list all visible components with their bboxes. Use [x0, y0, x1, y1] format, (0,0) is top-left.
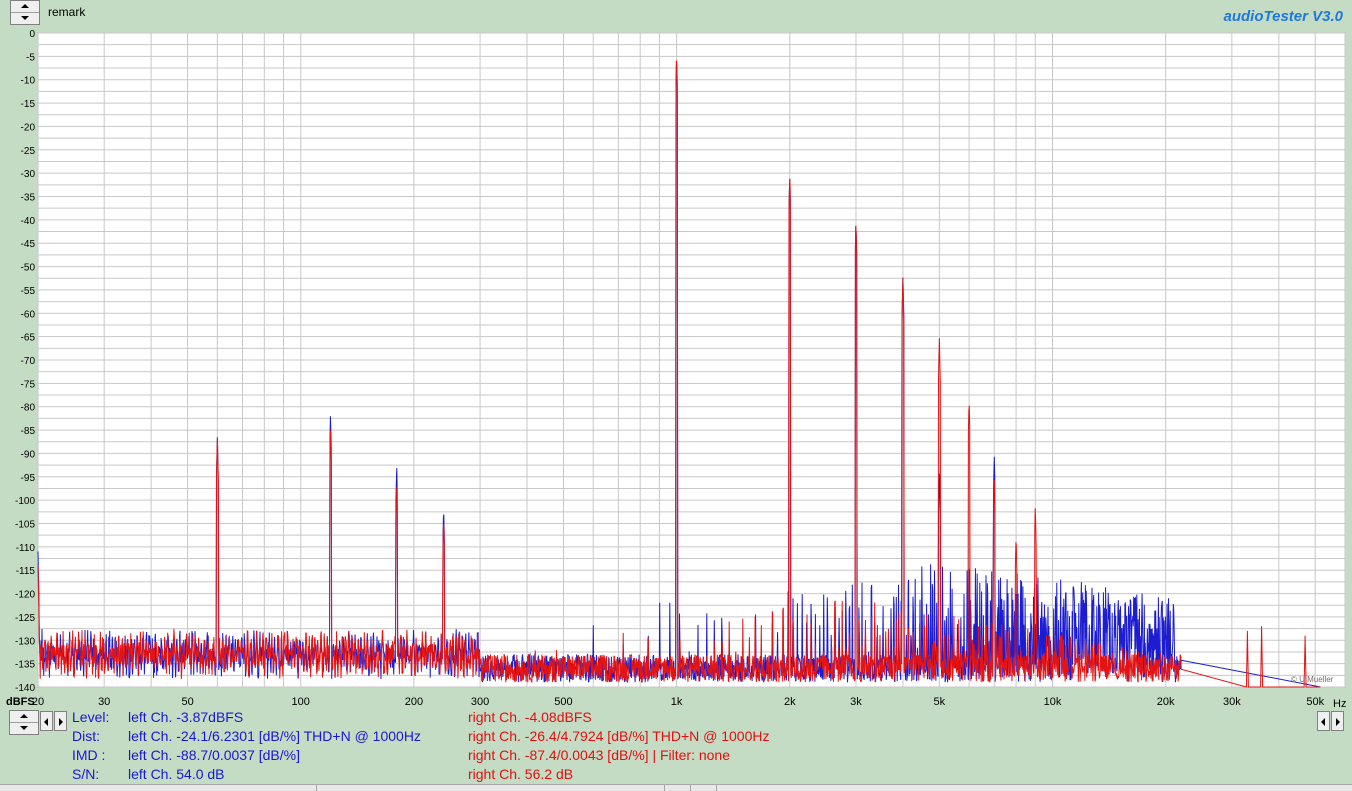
bottom-status-strip — [0, 784, 1352, 791]
divider — [664, 785, 665, 791]
y-range-down-button[interactable] — [10, 723, 38, 734]
x-tick-label: 2k — [784, 696, 796, 708]
arrow-down-icon — [20, 726, 28, 730]
right-dist-value: right Ch. -26.4/4.7924 [dB/%] THD+N @ 10… — [468, 728, 770, 744]
y-tick-label: -25 — [21, 146, 36, 157]
x-scroll-left-button[interactable] — [1317, 711, 1330, 731]
app-brand-title: audioTester V3.0 — [1223, 8, 1344, 25]
y-tick-label: 0 — [29, 29, 35, 40]
arrow-left-icon — [44, 718, 48, 726]
imd-label: IMD : — [72, 747, 106, 763]
x-tick-label: 3k — [850, 696, 862, 708]
stepper-up-button[interactable] — [11, 1, 39, 13]
y-tick-label: -130 — [15, 636, 35, 647]
y-tick-label: -80 — [21, 403, 36, 414]
dist-label: Dist: — [72, 728, 100, 744]
left-imd-value: left Ch. -88.7/0.0037 [dB/%] — [128, 747, 300, 763]
y-tick-label: -90 — [21, 449, 36, 460]
x-tick-label: 300 — [471, 696, 489, 708]
y-tick-label: -55 — [21, 286, 36, 297]
x-tick-label: 30k — [1223, 696, 1241, 708]
x-tick-label: 1k — [671, 696, 683, 708]
y-tick-label: -5 — [26, 52, 35, 63]
y-tick-label: -60 — [21, 309, 36, 320]
y-tick-label: -140 — [15, 683, 35, 694]
y-range-stepper[interactable] — [9, 710, 39, 735]
left-snr-value: left Ch. 54.0 dB — [128, 766, 225, 782]
divider — [690, 785, 691, 791]
snr-label: S/N: — [72, 766, 100, 782]
left-level-value: left Ch. -3.87dBFS — [128, 709, 244, 725]
divider — [316, 785, 317, 791]
y-tick-label: -110 — [16, 543, 36, 554]
remark-label: remark — [48, 5, 86, 19]
right-snr-value: right Ch. 56.2 dB — [468, 766, 574, 782]
y-tick-label: -135 — [15, 660, 35, 671]
left-dist-value: left Ch. -24.1/6.2301 [dB/%] THD+N @ 100… — [128, 728, 421, 744]
y-tick-label: -75 — [21, 379, 36, 390]
x-tick-label: 10k — [1044, 696, 1062, 708]
y-tick-label: -95 — [21, 473, 36, 484]
y-range-up-button[interactable] — [10, 711, 38, 723]
y-tick-label: -115 — [16, 566, 36, 577]
y-tick-label: -45 — [21, 239, 36, 250]
arrow-up-icon — [20, 714, 28, 718]
stepper-down-button[interactable] — [11, 13, 39, 24]
divider — [716, 785, 717, 791]
y-tick-label: -120 — [15, 590, 35, 601]
x-tick-label: 200 — [405, 696, 423, 708]
y-tick-label: -105 — [15, 520, 35, 531]
y-tick-label: -35 — [21, 193, 36, 204]
y-tick-label: -30 — [21, 169, 36, 180]
x-axis-unit-label: Hz — [1333, 698, 1346, 710]
y-tick-label: -15 — [21, 99, 36, 110]
x-tick-label: 50 — [181, 696, 193, 708]
y-tick-label: -125 — [15, 613, 35, 624]
y-tick-label: -50 — [21, 263, 36, 274]
x-tick-label: 30 — [98, 696, 110, 708]
right-level-value: right Ch. -4.08dBFS — [468, 709, 592, 725]
x-axis-labels: 20 30 50 100 200 300 500 1k 2k 3k 5k 10k 20k 30k 50k — [32, 696, 1325, 708]
x-tick-label: 5k — [934, 696, 946, 708]
y-tick-label: -85 — [21, 426, 36, 437]
y-tick-label: -40 — [21, 216, 36, 227]
y-axis-unit-label: dBFS — [6, 696, 35, 708]
x-tick-label: 20 — [32, 696, 44, 708]
x-scroll-right-button[interactable] — [1331, 711, 1344, 731]
arrow-up-icon — [21, 4, 29, 8]
remark-stepper[interactable] — [10, 0, 40, 25]
y-tick-label: -65 — [21, 333, 36, 344]
arrow-down-icon — [21, 16, 29, 20]
y-tick-label: -100 — [15, 496, 35, 507]
level-label: Level: — [72, 709, 110, 725]
x-tick-label: 100 — [292, 696, 310, 708]
x-tick-label: 20k — [1157, 696, 1175, 708]
scroll-right-button[interactable] — [54, 711, 67, 731]
y-tick-label: -10 — [21, 76, 36, 87]
scroll-left-button[interactable] — [40, 711, 53, 731]
series-right-channel — [37, 60, 1321, 688]
right-imd-value: right Ch. -87.4/0.0043 [dB/%] | Filter: … — [468, 747, 731, 763]
y-tick-label: -20 — [21, 122, 36, 133]
x-tick-label: 500 — [554, 696, 572, 708]
copyright-watermark: © U.Mueller — [1291, 675, 1334, 684]
arrow-right-icon — [59, 718, 63, 726]
arrow-left-icon — [1321, 718, 1325, 726]
y-tick-label: -70 — [21, 356, 36, 367]
x-tick-label: 50k — [1306, 696, 1324, 708]
arrow-right-icon — [1336, 718, 1340, 726]
y-axis-labels: 0 -5 -10 -15 -20 -25 -30 -35 -40 -45 -50 -55 -60 -65 -… — [15, 29, 35, 694]
